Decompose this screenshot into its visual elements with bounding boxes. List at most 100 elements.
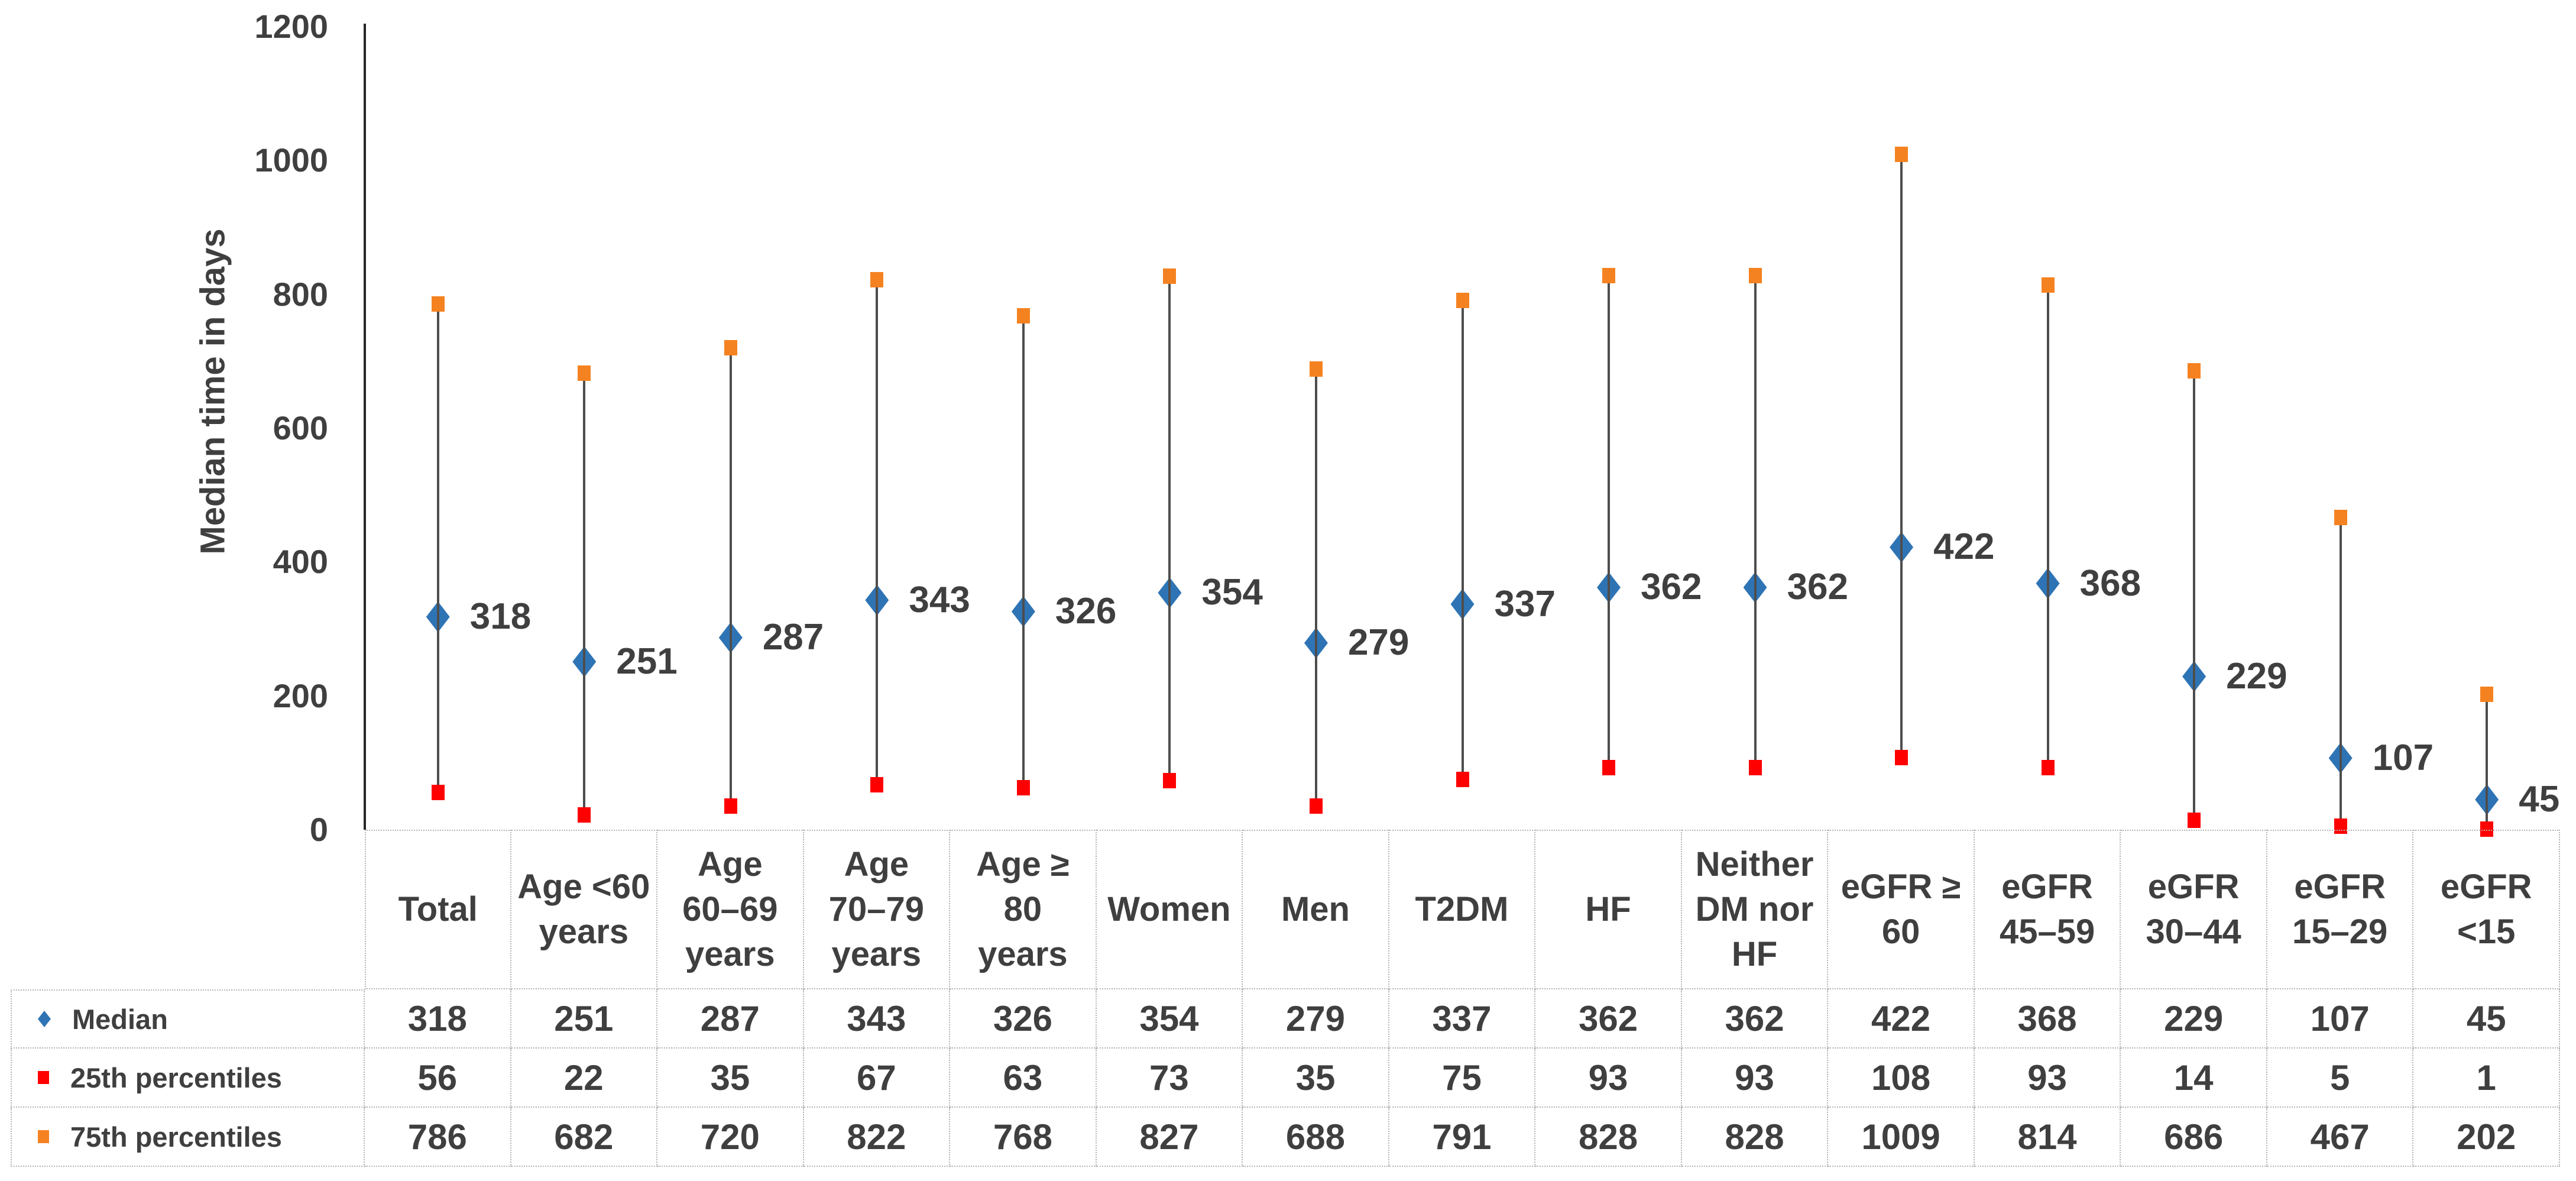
y-axis-line: [364, 24, 366, 830]
p75-square-marker: [431, 296, 445, 312]
table-value-cell: 45: [2413, 989, 2560, 1049]
p25-square-marker: [1748, 759, 1762, 775]
legend-square-icon: [38, 1071, 49, 1084]
table-value-cell: 791: [1389, 1108, 1536, 1167]
median-data-label: 362: [1641, 567, 1702, 608]
percentile-range-line: [1900, 154, 1903, 758]
table-value-cell: 63: [950, 1049, 1097, 1108]
median-data-label: 368: [2079, 562, 2141, 604]
table-value-cell: 93: [1681, 1049, 1829, 1108]
p25-square-marker: [870, 777, 884, 793]
p25-square-marker: [2041, 759, 2055, 775]
legend-row-label: 75th percentiles: [11, 1108, 365, 1167]
legend-row-label-text: 75th percentiles: [70, 1121, 282, 1153]
median-data-label: 354: [1201, 572, 1263, 613]
table-value-cell: 686: [2121, 1108, 2267, 1167]
table-value-cell: 93: [1974, 1049, 2121, 1108]
percentile-range-line: [1608, 275, 1611, 768]
p75-square-marker: [2334, 509, 2347, 525]
y-tick-label-1000: 1000: [254, 141, 328, 179]
p75-square-marker: [2480, 687, 2494, 703]
percentile-range-line: [2193, 370, 2196, 821]
p25-square-marker: [2480, 821, 2494, 837]
legend-diamond-icon: [38, 1011, 51, 1027]
table-value-cell: 35: [1243, 1049, 1389, 1108]
p75-square-marker: [1748, 267, 1762, 283]
table-value-cell: 720: [657, 1108, 804, 1167]
table-value-cell: 1: [2413, 1049, 2560, 1108]
y-tick-label-400: 400: [273, 543, 328, 581]
median-data-label: 45: [2519, 779, 2560, 820]
p25-square-marker: [1163, 773, 1177, 789]
percentile-range-line: [729, 348, 732, 807]
p25-square-marker: [2188, 813, 2201, 829]
table-value-cell: 337: [1389, 989, 1536, 1049]
table-value-cell: 422: [1828, 989, 1975, 1049]
y-tick-label-600: 600: [273, 409, 328, 446]
percentile-range-line: [1022, 315, 1025, 788]
median-data-label: 287: [762, 617, 824, 658]
p25-square-marker: [1895, 749, 1908, 765]
percentile-range-line: [1754, 275, 1757, 768]
table-value-cell: 56: [365, 1049, 511, 1108]
table-value-cell: 362: [1681, 989, 1829, 1049]
percentile-range-line: [1461, 300, 1464, 780]
y-tick-label-800: 800: [273, 275, 328, 313]
median-data-label: 422: [1933, 526, 1995, 568]
median-data-label: 107: [2372, 737, 2434, 778]
table-value-cell: 5: [2267, 1049, 2414, 1108]
table-value-cell: 467: [2267, 1108, 2414, 1167]
column-header: Age ≥ 80 years: [950, 830, 1097, 989]
table-value-cell: 67: [803, 1049, 951, 1108]
p75-square-marker: [2188, 363, 2201, 378]
y-tick-label-200: 200: [273, 677, 328, 714]
percentile-range-line: [583, 373, 586, 816]
table-value-cell: 326: [950, 989, 1097, 1049]
p75-square-marker: [724, 340, 737, 356]
p75-square-marker: [2041, 277, 2055, 293]
median-data-label: 279: [1347, 622, 1409, 664]
percentile-range-line: [1314, 369, 1317, 807]
legend-row-label: 25th percentiles: [11, 1049, 365, 1108]
table-value-cell: 107: [2267, 989, 2414, 1049]
p25-square-marker: [578, 807, 591, 823]
table-value-cell: 14: [2121, 1049, 2267, 1108]
legend-row-label-text: 25th percentiles: [70, 1062, 282, 1093]
column-header: eGFR <15: [2413, 830, 2560, 989]
column-header: eGFR 45–59: [1974, 830, 2121, 989]
table-value-cell: 828: [1681, 1108, 1829, 1167]
table-value-cell: 73: [1096, 1049, 1243, 1108]
median-data-label: 337: [1494, 583, 1556, 625]
table-value-cell: 682: [511, 1108, 658, 1167]
table-value-cell: 229: [2121, 989, 2267, 1049]
table-value-cell: 202: [2413, 1108, 2560, 1167]
table-value-cell: 822: [803, 1108, 951, 1167]
column-header: eGFR ≥ 60: [1828, 830, 1975, 989]
median-data-label: 229: [2226, 655, 2287, 697]
median-data-label: 326: [1055, 591, 1117, 632]
p25-square-marker: [431, 784, 445, 800]
p75-square-marker: [1602, 267, 1616, 283]
p25-square-marker: [1602, 759, 1616, 775]
table-value-cell: 786: [365, 1108, 511, 1167]
table-value-cell: 318: [365, 989, 511, 1049]
table-value-cell: 279: [1243, 989, 1389, 1049]
median-data-label: 251: [616, 640, 678, 682]
table-value-cell: 287: [657, 989, 804, 1049]
legend-row-label: Median: [11, 989, 365, 1049]
median-data-label: 362: [1787, 567, 1849, 608]
table-value-cell: 108: [1828, 1049, 1975, 1108]
column-header: eGFR 30–44: [2121, 830, 2267, 989]
median-data-label: 318: [469, 596, 532, 638]
column-header: Total: [365, 830, 511, 989]
p25-square-marker: [1016, 779, 1030, 795]
p25-square-marker: [724, 798, 737, 814]
column-header: Men: [1243, 830, 1389, 989]
p75-square-marker: [1016, 308, 1030, 323]
table-value-cell: 75: [1389, 1049, 1536, 1108]
column-header: HF: [1535, 830, 1682, 989]
percentile-range-line: [1168, 276, 1171, 781]
table-value-cell: 768: [950, 1108, 1097, 1167]
column-header: T2DM: [1389, 830, 1536, 989]
